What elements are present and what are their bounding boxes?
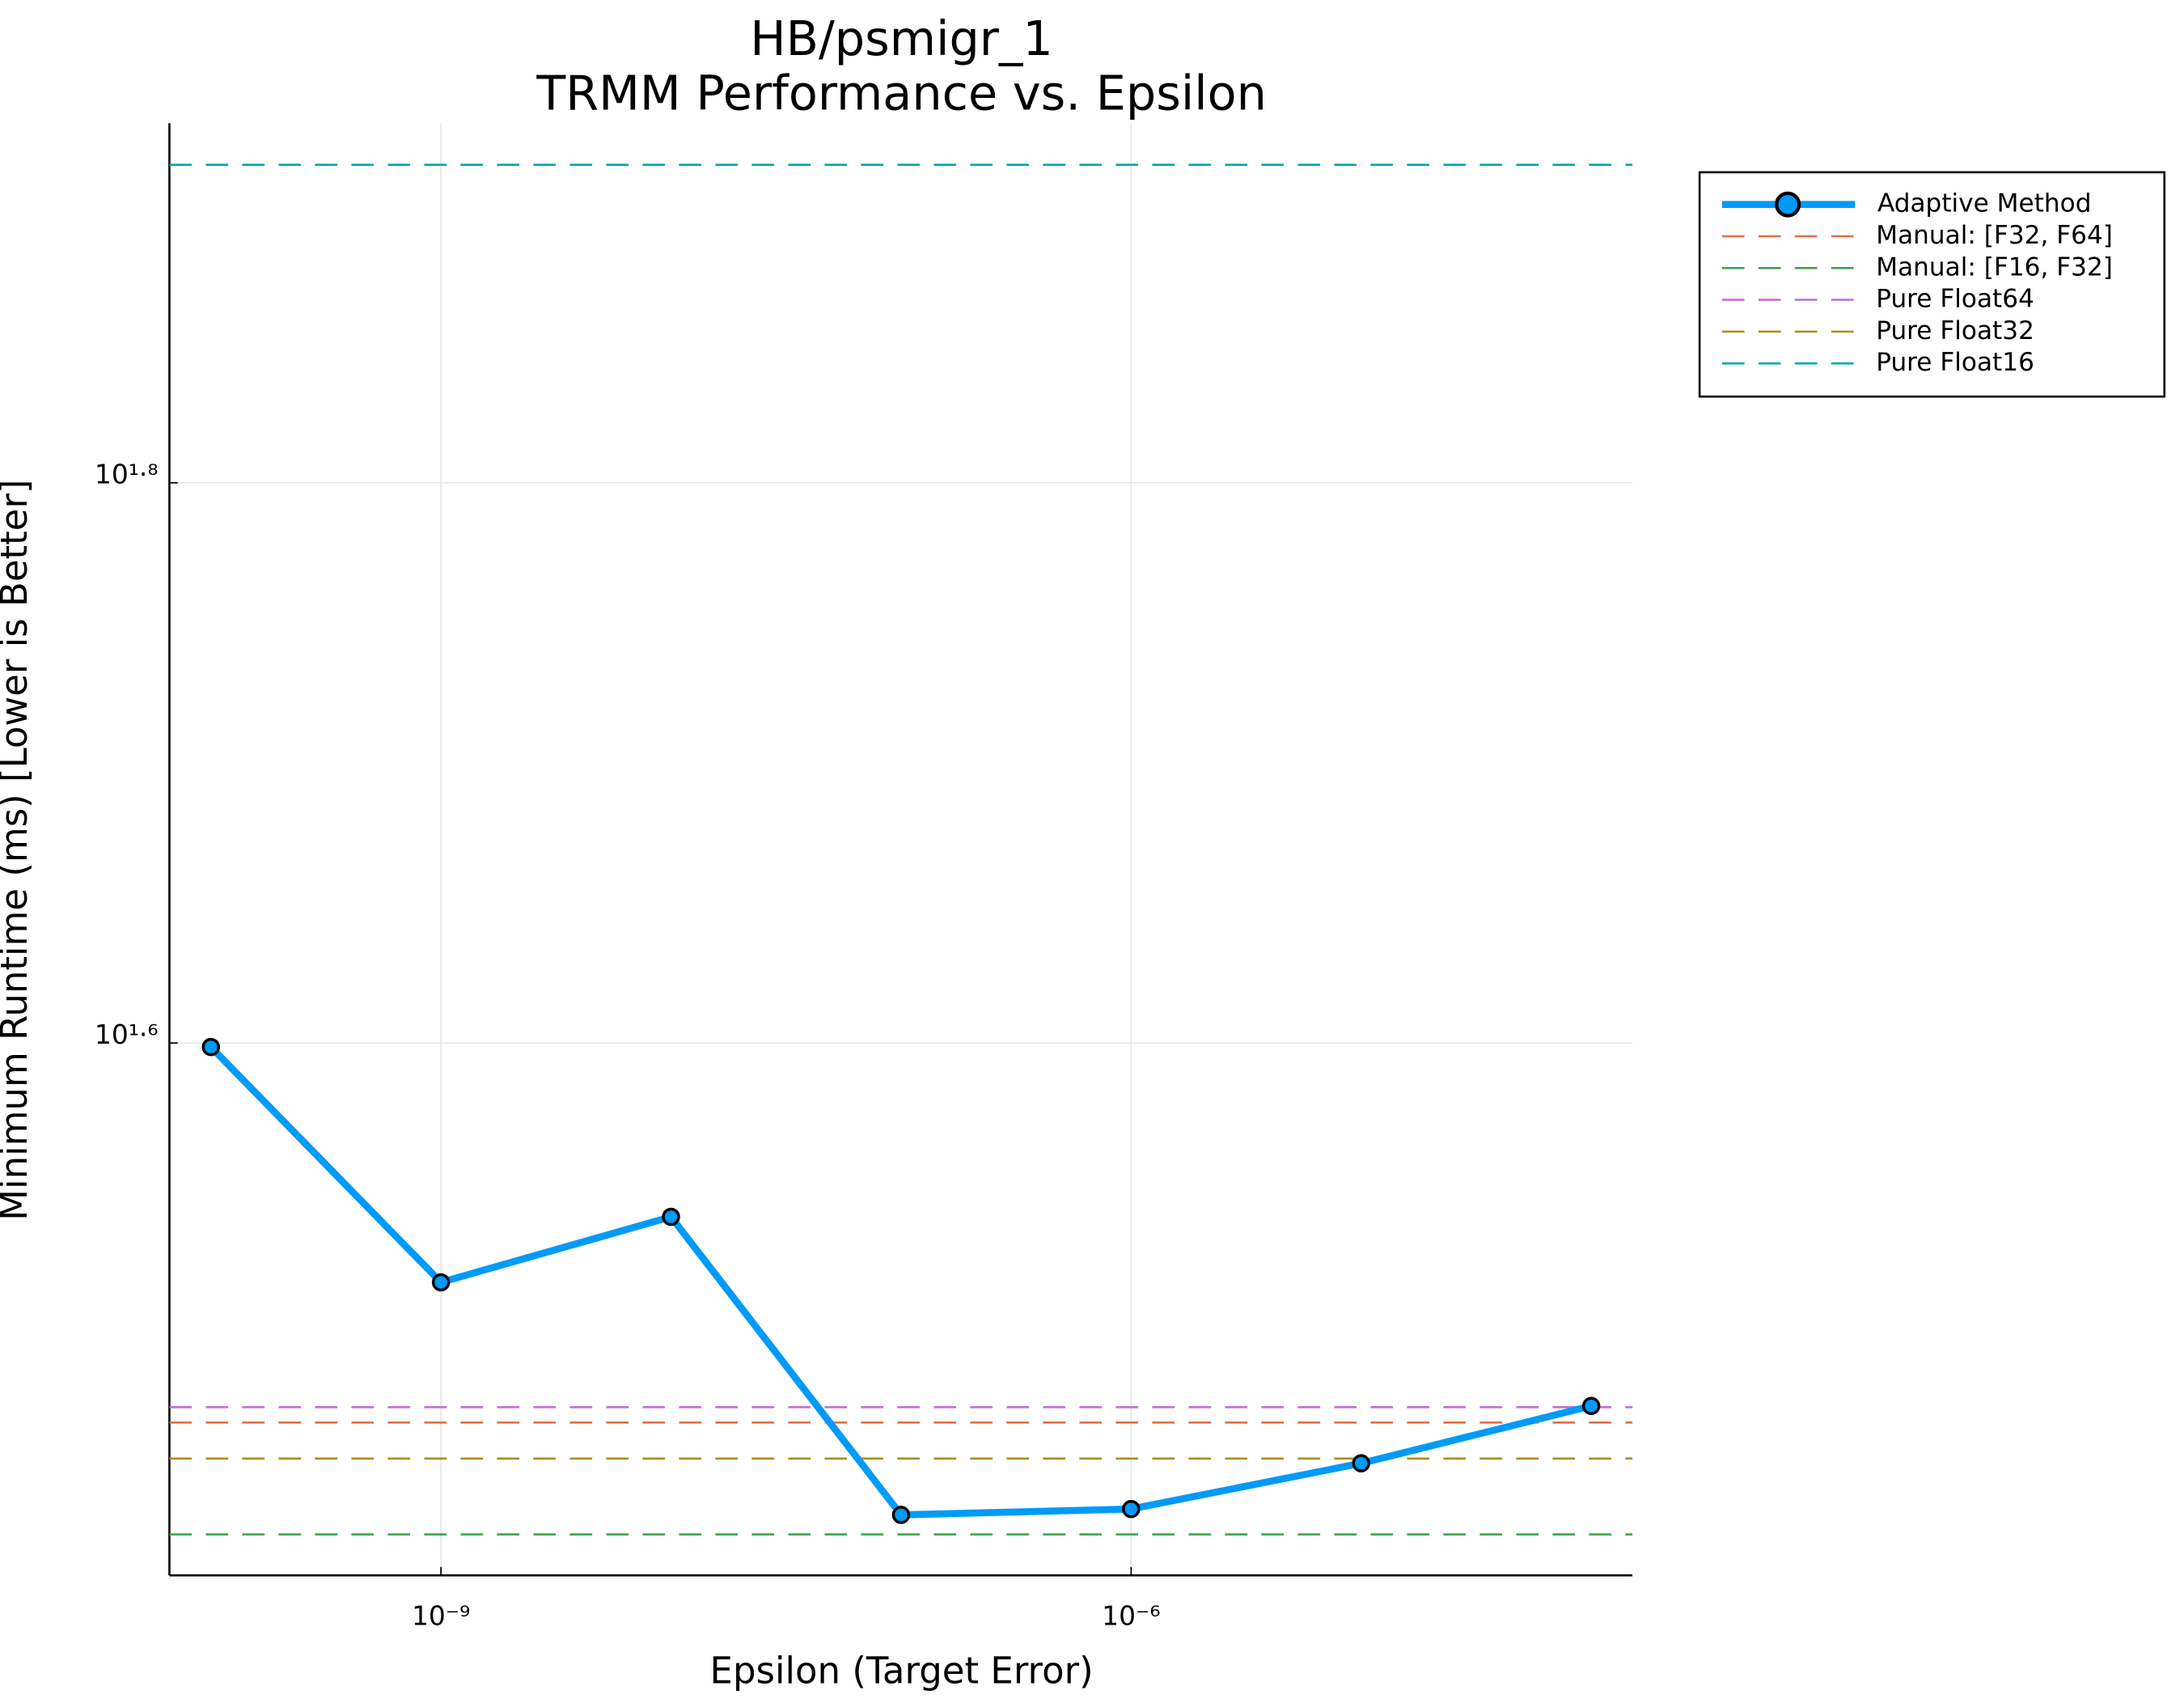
data-point [1122, 1499, 1141, 1519]
legend-label: Pure Float32 [1876, 316, 2034, 345]
x-axis-label: Epsilon (Target Error) [710, 1649, 1094, 1692]
x-tick-label: 10⁻⁹ [412, 1600, 470, 1632]
chart-subtitle: TRMM Performance vs. Epsilon [535, 66, 1266, 121]
y-tick-label: 10¹·⁸ [95, 459, 159, 490]
y-axis-label: Minimum Runtime (ms) [Lower is Better] [0, 479, 36, 1220]
x-tick-label: 10⁻⁶ [1102, 1600, 1160, 1632]
data-point [891, 1506, 911, 1524]
data-point [1581, 1396, 1601, 1416]
legend-label: Manual: [F16, F32] [1876, 252, 2113, 282]
legend-swatch [1775, 191, 1801, 218]
legend-label: Pure Float64 [1876, 285, 2034, 314]
data-point [1352, 1454, 1371, 1472]
data-point [662, 1207, 680, 1227]
data-point [201, 1037, 220, 1057]
legend-label: Adaptive Method [1877, 189, 2092, 218]
chart-title: HB/psmigr_1 [750, 11, 1052, 66]
legend-label: Pure Float16 [1876, 348, 2034, 377]
legend-label: Manual: [F32, F64] [1876, 221, 2113, 250]
data-point [431, 1273, 451, 1292]
y-tick-label: 10¹·⁶ [95, 1019, 159, 1050]
